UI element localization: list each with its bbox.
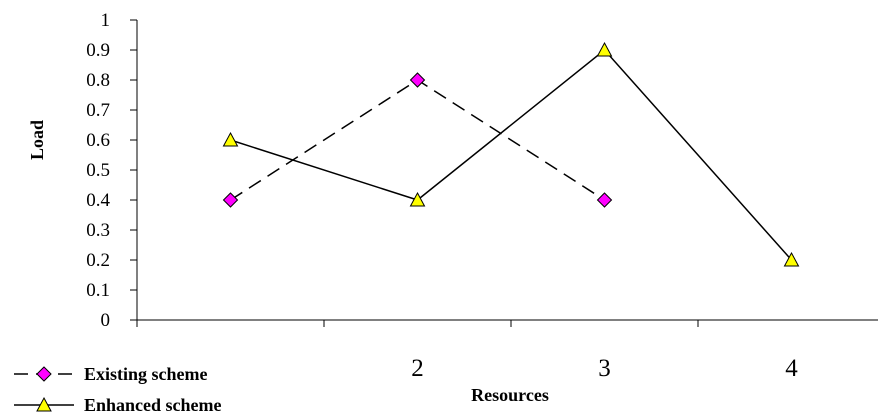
y-tick-label: 0.5 xyxy=(86,160,110,181)
series-layer xyxy=(222,41,800,267)
legend-label: Enhanced scheme xyxy=(84,395,222,415)
series-line xyxy=(230,48,793,261)
legend-marker-triangle xyxy=(36,396,52,412)
series-existing xyxy=(222,72,613,208)
legend-marker-diamond xyxy=(36,366,52,382)
y-tick-label: 0.7 xyxy=(86,100,110,121)
y-tick-label: 0.9 xyxy=(86,40,110,61)
legend-label: Existing scheme xyxy=(84,364,208,384)
x-tick-label: 2 xyxy=(411,355,424,382)
y-tick-label: 0.3 xyxy=(86,220,110,241)
data-point-diamond xyxy=(409,72,426,88)
y-tick-label: 0.6 xyxy=(86,130,110,151)
data-point-triangle xyxy=(409,191,426,207)
series-line xyxy=(230,79,605,201)
y-tick-label: 1 xyxy=(101,10,111,31)
data-point-triangle xyxy=(783,251,800,267)
y-tick-label: 0.1 xyxy=(86,280,110,301)
y-tick-label: 0 xyxy=(101,310,111,331)
y-tick-label: 0.2 xyxy=(86,250,110,271)
data-point-triangle xyxy=(596,41,613,57)
legend-item: Existing scheme xyxy=(14,364,208,384)
data-point-triangle xyxy=(222,131,239,147)
x-axis: 2 3 4 xyxy=(136,319,878,382)
x-axis-title: Resources xyxy=(471,385,549,405)
y-axis: 0 0.1 0.2 0.3 0.4 0.5 0.6 0.7 0.8 0.9 1 xyxy=(86,10,138,331)
series-enhanced xyxy=(222,41,800,267)
x-tick-label: 3 xyxy=(598,355,611,382)
data-point-diamond xyxy=(596,192,613,208)
data-point-diamond xyxy=(222,192,239,208)
x-tick-label: 4 xyxy=(785,355,798,382)
legend: Existing scheme Enhanced scheme xyxy=(14,364,222,415)
legend-item: Enhanced scheme xyxy=(14,395,222,415)
y-tick-label: 0.4 xyxy=(86,190,110,211)
y-axis-title: Load xyxy=(27,120,47,160)
y-tick-label: 0.8 xyxy=(86,70,110,91)
